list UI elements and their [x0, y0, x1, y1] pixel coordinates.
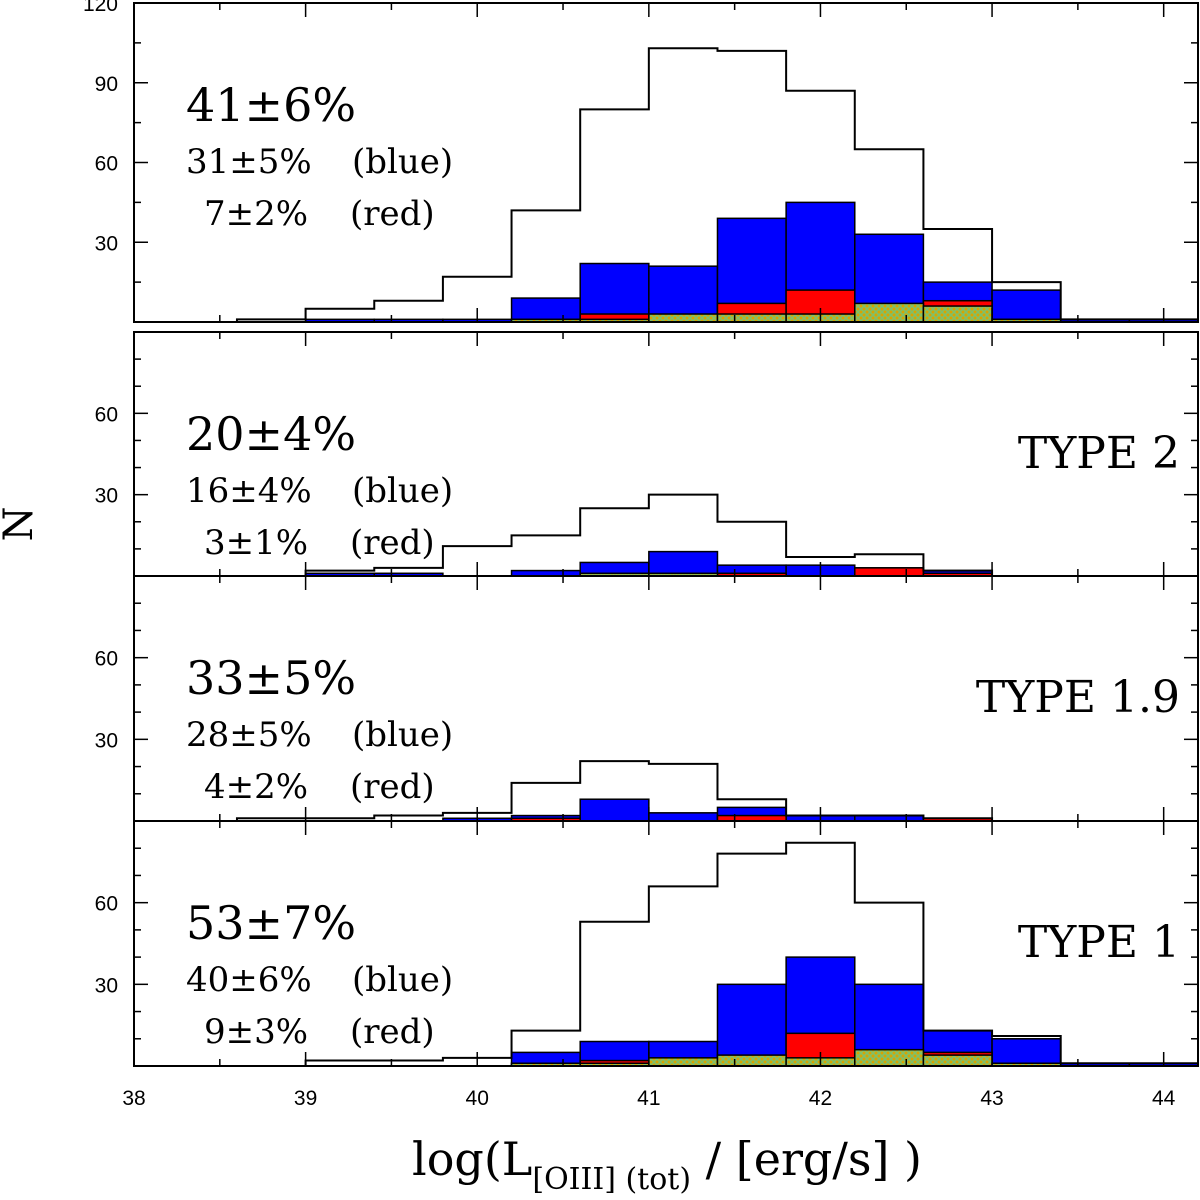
- type-label-type1: TYPE 1: [1018, 917, 1180, 968]
- y-tick-label-type19-30: 30: [95, 729, 118, 752]
- y-tick-label-all-60: 60: [95, 153, 118, 176]
- x-tick-label-42: 42: [809, 1087, 832, 1110]
- hatched-bar-type1-9: [854, 1048, 925, 1067]
- total-histogram-all: [235, 47, 1199, 322]
- x-axis-label-tail: / [erg/s] ): [691, 1132, 922, 1186]
- total-percent-type19: 33±5%: [186, 651, 356, 705]
- total-percent-type1: 53±7%: [186, 896, 356, 950]
- panel-type1: [236, 841, 1199, 1067]
- total-percent-all: 41±6%: [186, 78, 356, 132]
- blue-percent-type1: 40±6%: [186, 960, 312, 1000]
- y-tick-label-type2-30: 30: [95, 485, 118, 508]
- blue-bar-all-11: [991, 289, 1062, 323]
- hatched-bar-all-10: [922, 305, 993, 323]
- panel-frame-type1: [133, 820, 1199, 1067]
- blue-percent-type2: 16±4%: [186, 471, 312, 511]
- hatched-bar-all-7: [716, 313, 787, 323]
- hatched-bar-all-6: [648, 313, 719, 323]
- x-axis-label-subscript: [OIII] (tot): [532, 1162, 691, 1197]
- x-tick-label-40: 40: [466, 1087, 489, 1110]
- blue-bar-type2-6: [648, 550, 719, 577]
- y-tick-label-type2-60: 60: [95, 403, 118, 426]
- total-histogram-type2: [236, 493, 1198, 577]
- y-tick-label-all-90: 90: [95, 73, 118, 96]
- blue-tag-type2: (blue): [352, 471, 453, 511]
- red-percent-type2: 3±1%: [204, 523, 308, 563]
- type-label-type2: TYPE 2: [1018, 428, 1180, 479]
- red-percent-type19: 4±2%: [204, 767, 308, 807]
- hatched-bar-type1-10: [922, 1054, 993, 1067]
- y-tick-label-type1-60: 60: [95, 893, 118, 916]
- blue-percent-all: 31±5%: [186, 142, 312, 182]
- type-label-type19: TYPE 1.9: [976, 672, 1180, 723]
- total-histogram-type1: [236, 841, 1199, 1067]
- red-tag-type2: (red): [350, 523, 435, 563]
- blue-tag-type1: (blue): [352, 960, 453, 1000]
- red-tag-all: (red): [350, 194, 435, 234]
- y-axis-label: N: [0, 507, 42, 542]
- hatched-bar-type1-6: [648, 1057, 719, 1067]
- blue-bar-type1-11: [991, 1038, 1062, 1067]
- hatched-bar-all-9: [854, 302, 925, 323]
- red-percent-type1: 9±3%: [204, 1012, 308, 1052]
- y-tick-label-type19-60: 60: [95, 648, 118, 671]
- blue-bar-type19-5: [579, 798, 650, 822]
- red-tag-type19: (red): [350, 767, 435, 807]
- x-tick-label-41: 41: [637, 1087, 660, 1110]
- blue-bar-type1-7: [716, 983, 787, 1067]
- hatched-bar-type1-7: [716, 1054, 787, 1067]
- red-percent-all: 7±2%: [204, 194, 308, 234]
- blue-bar-all-5: [579, 262, 650, 323]
- x-tick-label-44: 44: [1152, 1087, 1176, 1110]
- blue-percent-type19: 28±5%: [186, 715, 312, 755]
- x-tick-label-39: 39: [294, 1087, 317, 1110]
- red-tag-type1: (red): [350, 1012, 435, 1052]
- blue-bar-all-4: [510, 297, 581, 323]
- x-axis-label: log(L[OIII] (tot) / [erg/s] ): [412, 1132, 922, 1197]
- red-bar-type2-9: [854, 567, 925, 577]
- blue-bar-type19-6: [648, 812, 719, 822]
- x-tick-label-38: 38: [122, 1087, 145, 1110]
- y-tick-label-all-120: 120: [83, 0, 118, 16]
- blue-tag-all: (blue): [352, 142, 453, 182]
- y-tick-label-type1-30: 30: [95, 974, 118, 997]
- total-percent-type2: 20±4%: [186, 407, 356, 461]
- blue-bar-all-6: [648, 265, 719, 323]
- blue-tag-type19: (blue): [352, 715, 453, 755]
- y-tick-label-all-30: 30: [95, 232, 118, 255]
- x-tick-label-43: 43: [980, 1087, 1003, 1110]
- panel-all: [235, 47, 1199, 323]
- x-axis-label-main: log(L: [412, 1132, 532, 1186]
